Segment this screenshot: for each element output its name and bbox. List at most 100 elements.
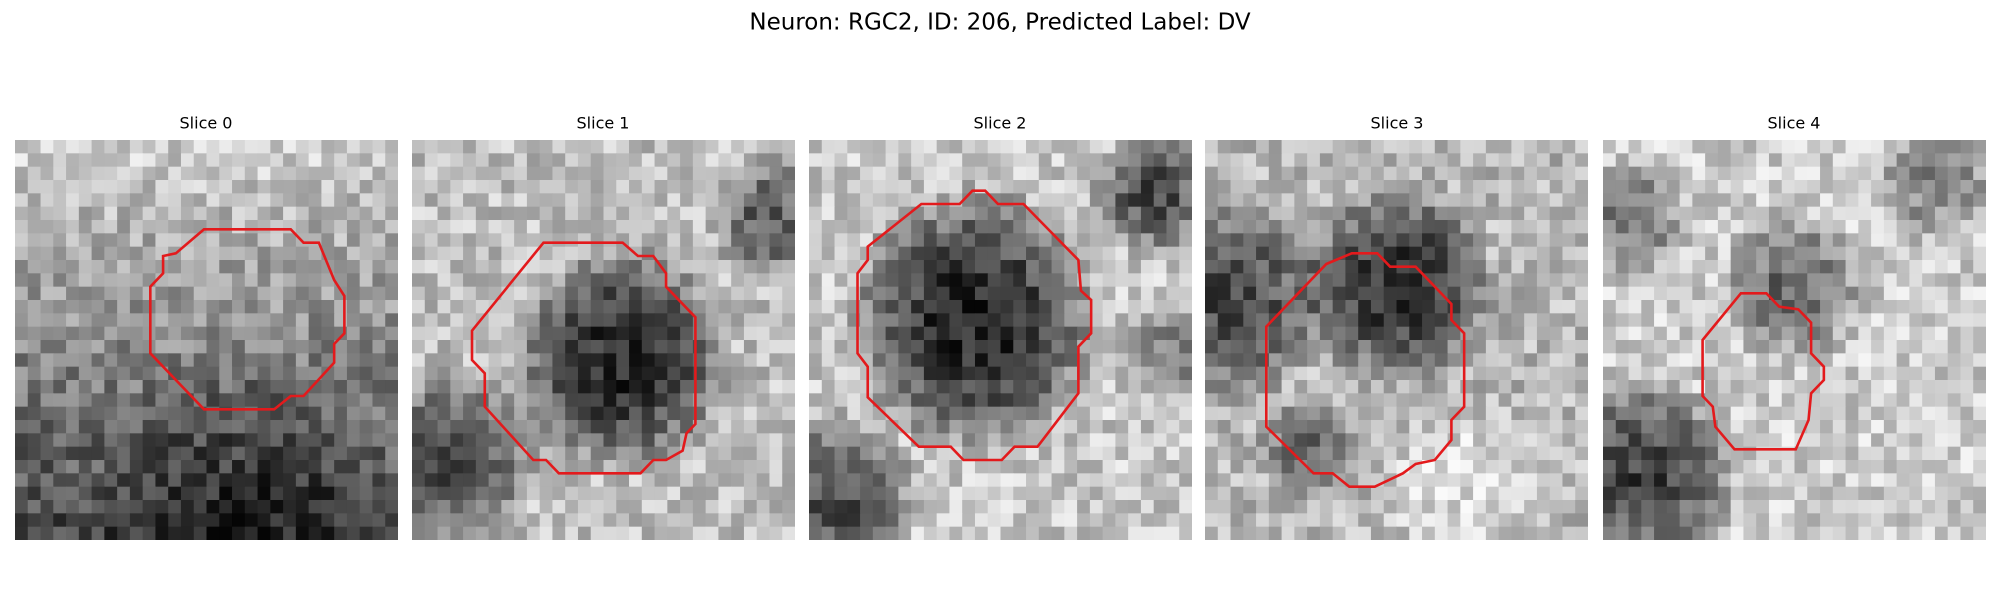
image-pixel [1102,233,1116,248]
image-pixel [654,273,668,288]
image-pixel [603,393,617,408]
image-pixel [1858,500,1872,514]
image-pixel [1268,500,1283,514]
image-pixel [692,220,707,234]
image-pixel [321,513,335,528]
image-pixel [232,313,246,328]
image-pixel [911,446,925,461]
image-pixel [974,206,989,221]
image-pixel [1370,153,1385,168]
image-pixel [1409,340,1423,354]
image-pixel [1332,300,1346,314]
image-pixel [590,246,605,261]
image-pixel [603,273,617,288]
image-pixel [1845,526,1859,540]
image-pixel [219,166,233,181]
image-pixel [412,460,426,474]
image-pixel [898,486,912,501]
image-pixel [27,180,42,194]
image-pixel [769,140,783,154]
image-pixel [1447,140,1461,154]
image-pixel [1460,166,1474,181]
image-pixel [743,313,758,328]
image-pixel [1332,193,1346,208]
image-pixel [1217,313,1232,328]
image-pixel [654,526,668,540]
image-pixel [1858,526,1872,540]
image-pixel [1345,233,1359,248]
image-pixel [1038,193,1053,208]
image-pixel [104,206,118,221]
image-pixel [1013,326,1027,341]
image-pixel [577,393,592,408]
image-pixel [1692,300,1706,314]
image-pixel [155,340,169,354]
image-pixel [1153,193,1167,208]
image-pixel [1536,513,1551,528]
image-pixel [1536,460,1551,474]
image-pixel [359,406,373,421]
image-pixel [66,406,80,421]
image-pixel [705,153,719,168]
image-pixel [1666,513,1681,528]
image-pixel [1883,420,1898,434]
image-pixel [385,233,398,248]
image-pixel [654,420,668,434]
image-pixel [424,433,439,448]
image-pixel [1307,366,1321,381]
image-pixel [359,526,373,540]
image-pixel [872,206,887,221]
image-pixel [1000,246,1014,261]
image-pixel [705,486,719,501]
image-pixel [1549,180,1563,194]
image-pixel [923,286,938,301]
image-pixel [809,406,823,421]
image-pixel [834,526,848,540]
image-pixel [1922,273,1936,288]
image-pixel [1909,220,1923,234]
image-pixel [1562,513,1576,528]
image-pixel [616,420,630,434]
image-pixel [104,460,118,474]
image-pixel [475,220,490,234]
image-pixel [565,380,579,394]
image-pixel [590,460,605,474]
image-pixel [1077,393,1091,408]
image-pixel [1705,326,1719,341]
image-pixel [1858,300,1872,314]
image-pixel [1166,500,1180,514]
image-pixel [1973,220,1986,234]
image-pixel [117,193,131,208]
image-pixel [1575,420,1588,434]
image-pixel [1447,153,1461,168]
image-pixel [1051,326,1065,341]
image-pixel [463,260,477,274]
image-pixel [1051,273,1065,288]
image-pixel [1205,273,1219,288]
image-pixel [437,380,451,394]
image-pixel [577,233,592,248]
image-pixel [1294,180,1308,194]
image-pixel [1140,273,1155,288]
image-pixel [424,380,439,394]
image-pixel [372,286,386,301]
image-pixel [514,313,528,328]
image-pixel [501,220,515,234]
image-pixel [1820,406,1834,421]
image-pixel [27,260,42,274]
image-pixel [1743,206,1757,221]
image-pixel [1447,313,1461,328]
image-pixel [1845,246,1859,261]
image-pixel [1294,220,1308,234]
image-pixel [359,273,373,288]
image-pixel [232,153,246,168]
image-pixel [270,393,284,408]
image-pixel [372,260,386,274]
image-pixel [270,193,284,208]
image-pixel [1498,286,1512,301]
image-pixel [27,380,42,394]
image-pixel [1845,353,1859,368]
image-pixel [283,446,297,461]
image-pixel [667,260,681,274]
image-pixel [718,326,732,341]
